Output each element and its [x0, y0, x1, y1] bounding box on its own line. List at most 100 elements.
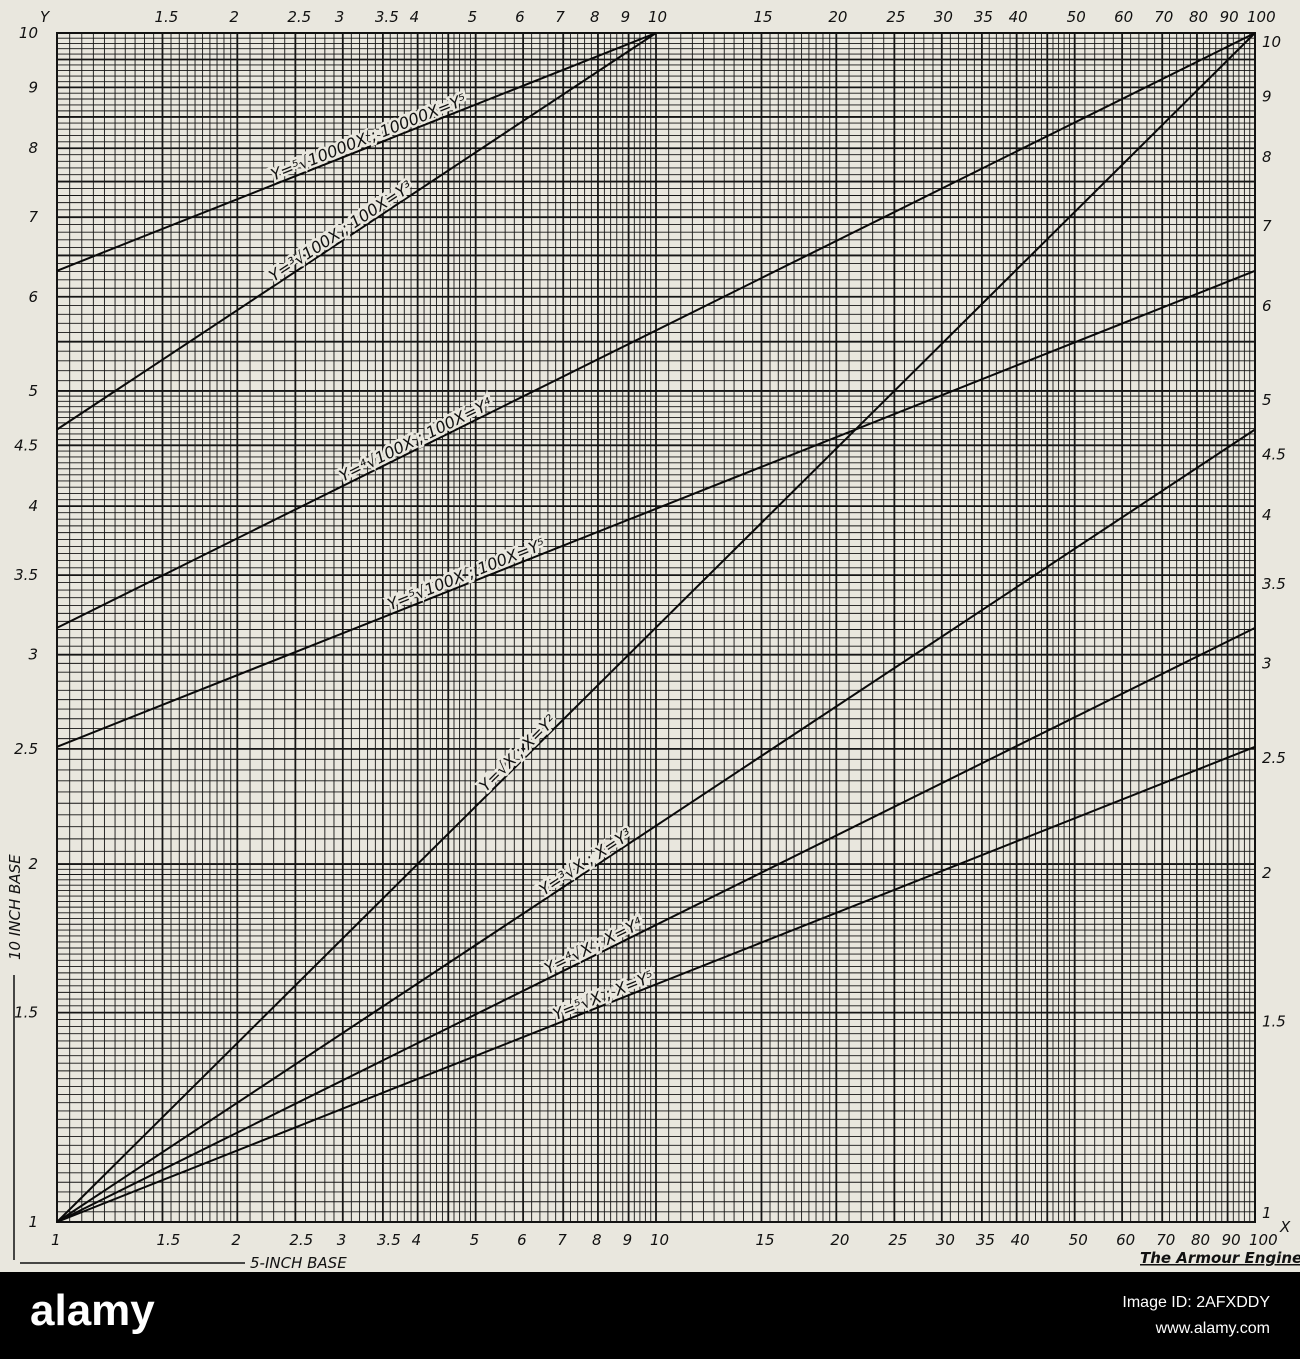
x-tick-label-bottom: 50	[1069, 1231, 1088, 1249]
x-tick-label-bottom: 4	[412, 1231, 422, 1249]
x-tick-label-top: 35	[974, 8, 993, 26]
x-tick-label-top: 3	[335, 8, 345, 26]
series-label: Y=³√X ; X=Y³	[536, 824, 636, 899]
x-tick-label-top: 10	[648, 8, 667, 26]
y-tick-label-left: 3	[28, 646, 38, 664]
x-tick-label-top: 3.5	[375, 8, 399, 26]
y-tick-label-left: 5	[28, 382, 38, 400]
series-line	[56, 269, 1256, 748]
y-tick-label-right: 6	[1262, 297, 1272, 315]
y-axis-title: 10 INCH BASE	[6, 854, 24, 960]
x-tick-label-bottom: 90	[1222, 1231, 1241, 1249]
x-tick-label-top: 6	[515, 8, 525, 26]
x-tick-label-bottom: 1.5	[156, 1231, 180, 1249]
series-line	[56, 32, 657, 431]
x-tick-label-top: 50	[1067, 8, 1086, 26]
y-tick-label-left: 1.5	[14, 1004, 38, 1022]
series-line	[56, 626, 1256, 1223]
x-tick-label-bottom: 8	[592, 1231, 602, 1249]
tick-labels: 1 1.5 1.5 2 2 2.5 2.5 3 3 3.5 3.5 4 4 5 5 6 6 7 7 8 8 9 9 10 10 1…	[14, 8, 1286, 1249]
x-tick-label-top: 20	[828, 8, 847, 26]
x-tick-label-top: 7	[555, 8, 565, 26]
y-tick-label-left: 3.5	[14, 566, 38, 584]
y-tick-label-right: 7	[1262, 217, 1272, 235]
x-tick-label-bottom: 3.5	[377, 1231, 401, 1249]
y-tick-label-left: 8	[28, 139, 38, 157]
x-tick-label-top: 100	[1247, 8, 1276, 26]
y-tick-label-left: 1	[28, 1213, 38, 1231]
x-axis-title: 5-INCH BASE	[250, 1254, 347, 1272]
x-tick-label-top: 5	[468, 8, 478, 26]
x-tick-label-top: 9	[621, 8, 631, 26]
y-tick-label-right: 2	[1262, 864, 1272, 882]
x-tick-label-top: 25	[886, 8, 905, 26]
watermark-bar: alamy Image ID: 2AFXDDY www.alamy.com	[0, 1272, 1300, 1359]
y-tick-label-left: 9	[28, 78, 38, 96]
x-tick-label-top: 2.5	[287, 8, 311, 26]
x-tick-label-bottom: 3	[337, 1231, 347, 1249]
series-line	[56, 745, 1256, 1223]
x-tick-label-bottom: 80	[1191, 1231, 1210, 1249]
x-tick-label-top: 90	[1220, 8, 1239, 26]
y-tick-label-left: 7	[28, 208, 38, 226]
x-tick-label-top: 1.5	[154, 8, 178, 26]
y-tick-label-right: 4	[1262, 506, 1272, 524]
watermark-image-id: Image ID: 2AFXDDY	[1122, 1294, 1270, 1311]
watermark-site: www.alamy.com	[1155, 1320, 1270, 1337]
watermark-info: Image ID: 2AFXDDY www.alamy.com	[1122, 1290, 1270, 1342]
series-label: Y=⁵√X ; X=Y⁵	[550, 967, 656, 1024]
grid	[56, 32, 1256, 1223]
x-tick-label-bottom: 40	[1011, 1231, 1030, 1249]
y-tick-label-right: 5	[1262, 391, 1272, 409]
x-tick-label-bottom: 2.5	[289, 1231, 313, 1249]
x-tick-label-top: 40	[1009, 8, 1028, 26]
x-tick-label-bottom: 70	[1156, 1231, 1175, 1249]
x-tick-label-bottom: 100	[1249, 1231, 1278, 1249]
y-tick-label-right: 3.5	[1262, 575, 1286, 593]
y-tick-label-left: 2	[28, 855, 38, 873]
y-tick-label-right: 2.5	[1262, 749, 1286, 767]
y-tick-label-right: 1	[1262, 1204, 1272, 1222]
x-tick-label-bottom: 20	[830, 1231, 849, 1249]
x-tick-label-bottom: 7	[557, 1231, 567, 1249]
x-tick-label-top: 15	[753, 8, 772, 26]
x-tick-label-top: 8	[590, 8, 600, 26]
x-tick-label-bottom: 1	[51, 1231, 61, 1249]
credit: The Armour Engineer	[1140, 1249, 1300, 1267]
x-tick-label-bottom: 25	[888, 1231, 907, 1249]
x-tick-label-bottom: 10	[650, 1231, 669, 1249]
y-tick-label-right: 1.5	[1262, 1013, 1286, 1031]
y-tick-label-right: 10	[1262, 33, 1281, 51]
y-tick-label-left: 6	[28, 288, 38, 306]
x-tick-label-bottom: 2	[231, 1231, 241, 1249]
log-log-chart: Y=⁵√10000X ; 10000X=Y⁵Y=³√100X ; 100X=Y³…	[6, 8, 1300, 1272]
x-tick-label-bottom: 35	[976, 1231, 995, 1249]
x-tick-label-bottom: 15	[755, 1231, 774, 1249]
y-tick-label-left: 10	[19, 24, 38, 42]
series-label: Y=⁴√X ; X=Y⁴	[541, 913, 646, 978]
y-tick-label-right: 8	[1262, 148, 1272, 166]
x-tick-label-top: 4	[410, 8, 420, 26]
x-axis-letter: X	[1279, 1218, 1291, 1236]
series-line	[56, 428, 1256, 1223]
x-tick-label-bottom: 6	[517, 1231, 527, 1249]
x-tick-label-bottom: 30	[936, 1231, 955, 1249]
x-tick-label-bottom: 60	[1116, 1231, 1135, 1249]
x-tick-label-bottom: 9	[623, 1231, 633, 1249]
watermark-logo: alamy	[30, 1286, 155, 1335]
series-label: Y=⁵√10000X ; 10000X=Y⁵	[268, 90, 469, 185]
y-axis-letter: Y	[40, 8, 51, 26]
series-line	[56, 32, 657, 272]
y-tick-label-left: 2.5	[14, 740, 38, 758]
x-tick-label-top: 30	[934, 8, 953, 26]
y-tick-label-right: 3	[1262, 655, 1272, 673]
y-tick-label-right: 9	[1262, 87, 1272, 105]
x-tick-label-bottom: 5	[470, 1231, 480, 1249]
series-label: Y=³√100X ; 100X=Y³	[265, 177, 416, 286]
y-tick-label-left: 4.5	[14, 436, 38, 454]
series-line	[56, 32, 1256, 629]
y-tick-label-left: 4	[28, 497, 38, 515]
x-tick-label-top: 70	[1154, 8, 1173, 26]
series-line	[56, 32, 1256, 1223]
x-tick-label-top: 2	[229, 8, 239, 26]
